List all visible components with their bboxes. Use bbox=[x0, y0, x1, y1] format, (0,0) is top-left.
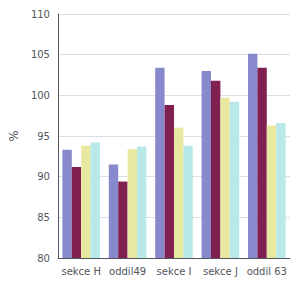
svg-text:sekce H: sekce H bbox=[61, 266, 101, 277]
svg-text:80: 80 bbox=[37, 253, 50, 264]
svg-text:105: 105 bbox=[31, 49, 50, 60]
svg-text:oddil 63: oddil 63 bbox=[247, 266, 287, 277]
svg-text:sekce I: sekce I bbox=[157, 266, 192, 277]
svg-text:100: 100 bbox=[31, 90, 50, 101]
svg-text:85: 85 bbox=[37, 212, 50, 223]
svg-text:sekce J: sekce J bbox=[203, 266, 238, 277]
svg-text:110: 110 bbox=[31, 9, 50, 20]
svg-text:90: 90 bbox=[37, 171, 50, 182]
svg-text:95: 95 bbox=[37, 131, 50, 142]
svg-text:%: % bbox=[7, 130, 21, 141]
svg-text:oddil49: oddil49 bbox=[109, 266, 146, 277]
